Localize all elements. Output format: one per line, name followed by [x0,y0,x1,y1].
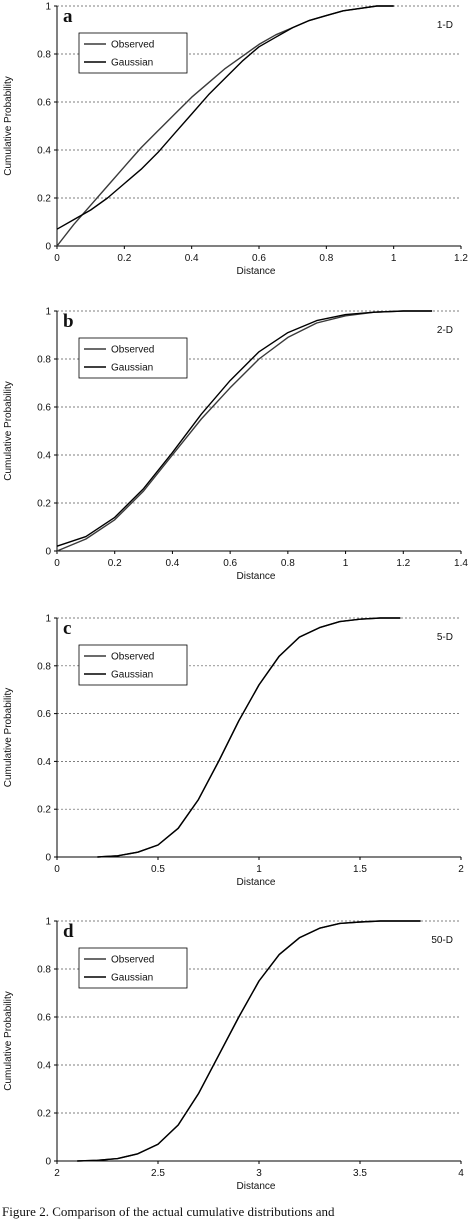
panel-letter: c [63,618,71,639]
x-tick-label: 1 [391,253,397,264]
y-tick-label: 0.2 [37,805,51,816]
y-tick-label: 0.8 [37,50,51,61]
legend [78,337,188,379]
x-axis-title: Distance [237,1181,276,1192]
x-tick-label: 0 [54,864,60,875]
legend [78,32,188,74]
x-axis-title: Distance [237,266,276,277]
x-tick-label: 1.2 [454,253,468,264]
x-tick-label: 1.4 [454,558,468,569]
y-axis-title: Cumulative Probability [3,991,14,1091]
chart-panel-d: 0 0.2 0.4 0.6 0.8 1 2 2.5 3 3.5 4 Distance Cumulativ… [3,917,464,1193]
x-tick-label: 2.5 [151,1168,165,1179]
legend [78,947,188,989]
x-tick-label: 1.5 [353,864,367,875]
legend-label: Gaussian [111,670,153,681]
y-tick-label: 1 [45,307,51,318]
legend-label: Observed [111,40,154,51]
x-tick-label: 0.6 [252,253,266,264]
y-tick-label: 0.4 [37,1061,51,1072]
y-tick-label: 0.4 [37,451,51,462]
y-tick-label: 1 [45,917,51,928]
y-tick-label: 0.4 [37,757,51,768]
y-axis-title: Cumulative Probability [3,381,14,481]
legend-label: Observed [111,652,154,663]
series-line-gaussian [97,617,401,858]
panel-letter: b [63,311,74,332]
x-tick-label: 0.8 [281,558,295,569]
x-tick-label: 3 [256,1168,262,1179]
x-tick-label: 0 [54,253,60,264]
x-tick-label: 0.4 [185,253,199,264]
series-line-gaussian [56,5,394,230]
dimension-label: 1-D [437,20,453,31]
x-tick-label: 0.2 [108,558,122,569]
chart-panel-c: 0 0.2 0.4 0.6 0.8 1 0 0.5 1 1.5 2 Distance Cumulativ… [3,614,464,889]
y-tick-label: 1 [45,2,51,13]
figure-caption: Figure 2. Comparison of the actual cumul… [2,1204,335,1219]
x-tick-label: 1 [343,558,349,569]
y-tick-label: 0 [45,853,51,864]
y-tick-label: 0.6 [37,709,51,720]
chart-panel-a: 0 0.2 0.4 0.6 0.8 1 0 0.2 0.4 0.6 0.8 1 1.2 Distance C… [3,2,468,278]
y-tick-label: 0.8 [37,355,51,366]
y-tick-label: 0.4 [37,146,51,157]
series-line-gaussian [56,310,433,547]
panel-letter: d [63,921,74,942]
legend-label: Gaussian [111,973,153,984]
x-tick-label: 0.8 [319,253,333,264]
y-tick-label: 0.2 [37,1109,51,1120]
y-tick-label: 0.8 [37,965,51,976]
legend-label: Gaussian [111,363,153,374]
x-tick-label: 4 [458,1168,464,1179]
x-tick-label: 0.2 [117,253,131,264]
x-tick-label: 2 [54,1168,60,1179]
x-tick-label: 0.5 [151,864,165,875]
y-tick-label: 0.2 [37,499,51,510]
x-axis-title: Distance [237,571,276,582]
y-tick-label: 0.6 [37,1013,51,1024]
y-tick-label: 1 [45,614,51,625]
legend-label: Gaussian [111,58,153,69]
y-tick-label: 0 [45,242,51,253]
x-tick-label: 0 [54,558,60,569]
x-tick-label: 0.6 [223,558,237,569]
series-line-gaussian [77,920,421,1162]
y-tick-label: 0 [45,547,51,558]
dimension-label: 2-D [437,325,453,336]
y-tick-label: 0.8 [37,661,51,672]
x-tick-label: 1.2 [396,558,410,569]
x-tick-label: 1 [256,864,262,875]
x-tick-label: 2 [458,864,464,875]
legend-label: Observed [111,345,154,356]
panel-letter: a [63,6,73,27]
x-axis-title: Distance [237,877,276,888]
x-tick-label: 0.4 [165,558,179,569]
dimension-label: 5-D [437,632,453,643]
y-axis-title: Cumulative Probability [3,688,14,788]
chart-panel-b: 0 0.2 0.4 0.6 0.8 1 0 0.2 0.4 0.6 0.8 1 1.2 1.4 Distan… [3,307,468,583]
y-tick-label: 0.6 [37,98,51,109]
y-tick-label: 0.2 [37,194,51,205]
y-tick-label: 0.6 [37,403,51,414]
legend [78,644,188,686]
y-tick-label: 0 [45,1157,51,1168]
x-tick-label: 3.5 [353,1168,367,1179]
y-axis-title: Cumulative Probability [3,76,14,176]
dimension-label: 50-D [431,935,453,946]
legend-label: Observed [111,955,154,966]
